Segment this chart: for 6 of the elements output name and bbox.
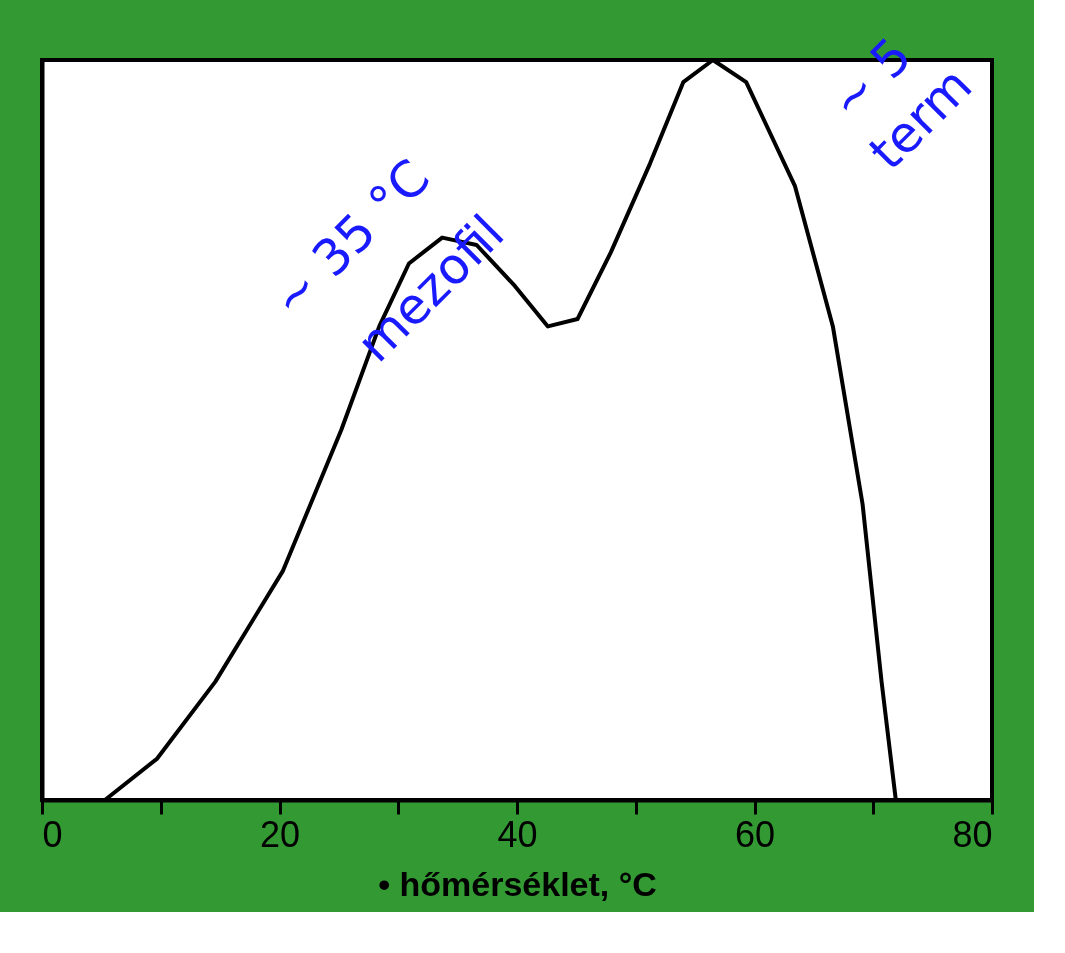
x-tick-label: 40 <box>497 813 538 855</box>
x-tick-label: 0 <box>42 813 63 855</box>
x-tick-label: 60 <box>734 813 776 855</box>
x-axis-title: • hőmérséklet, °C <box>378 864 657 903</box>
x-tick-label: 80 <box>952 813 993 855</box>
x-tick-label: 20 <box>259 813 301 855</box>
